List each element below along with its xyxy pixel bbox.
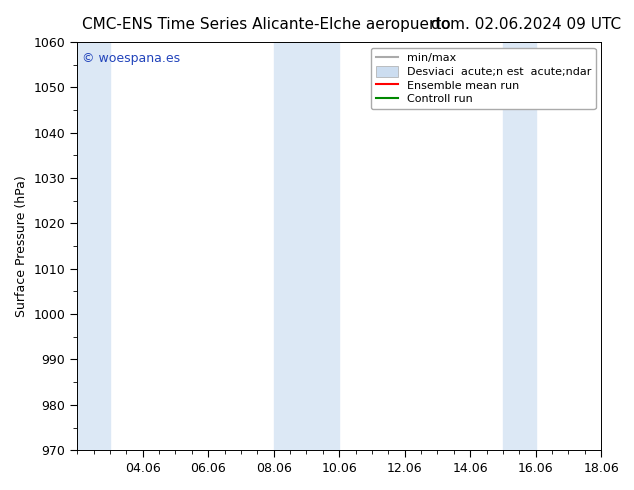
Bar <box>274 42 339 450</box>
Text: CMC-ENS Time Series Alicante-Elche aeropuerto: CMC-ENS Time Series Alicante-Elche aerop… <box>82 17 451 32</box>
Bar <box>77 42 110 450</box>
Bar <box>503 42 536 450</box>
Legend: min/max, Desviaci  acute;n est  acute;ndar, Ensemble mean run, Controll run: min/max, Desviaci acute;n est acute;ndar… <box>371 48 595 109</box>
Text: © woespana.es: © woespana.es <box>82 52 181 65</box>
Text: dom. 02.06.2024 09 UTC: dom. 02.06.2024 09 UTC <box>431 17 621 32</box>
Y-axis label: Surface Pressure (hPa): Surface Pressure (hPa) <box>15 175 28 317</box>
